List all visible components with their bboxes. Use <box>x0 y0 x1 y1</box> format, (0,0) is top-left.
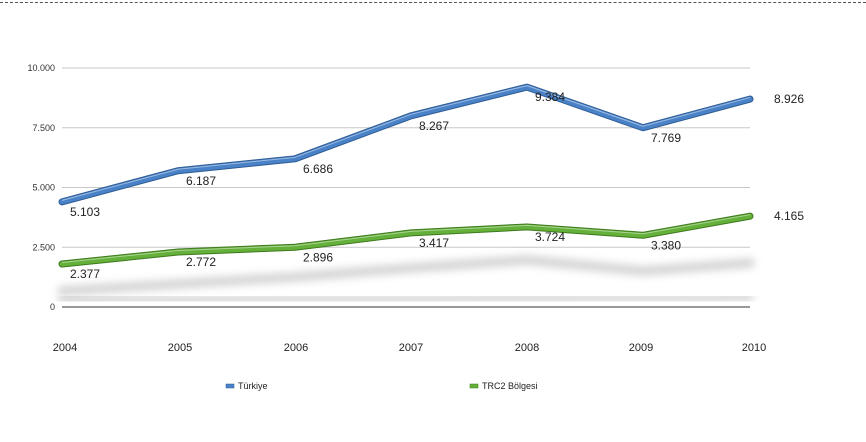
top-dashed-border <box>0 2 866 3</box>
x-tick-label: 2005 <box>168 342 192 354</box>
y-tick-label: 2.500 <box>32 242 55 252</box>
legend-label: TRC2 Bölgesi <box>482 381 538 391</box>
y-tick-label: 10.000 <box>27 63 55 73</box>
x-tick-label: 2004 <box>53 342 77 354</box>
line-shadow <box>57 255 755 296</box>
series-line-edge <box>58 83 754 206</box>
data-label: 8.926 <box>774 92 804 106</box>
y-tick-label: 7.500 <box>32 123 55 133</box>
data-label: 3.380 <box>651 238 681 252</box>
series-line-highlight <box>61 85 751 201</box>
data-label: 3.724 <box>535 230 565 244</box>
data-label: 6.686 <box>303 162 333 176</box>
x-tick-label: 2008 <box>515 342 539 354</box>
data-label: 6.187 <box>186 174 216 188</box>
legend-swatch <box>469 383 479 389</box>
series-line-edge <box>58 212 754 268</box>
data-label: 3.417 <box>419 236 449 250</box>
x-tick-label: 2010 <box>742 342 766 354</box>
series-line-highlight <box>61 214 751 263</box>
axis-layer: 0 2.500 5.000 7.500 10.000 2004 2005 2006 2007 20… <box>27 63 766 354</box>
label-layer: 5.103 6.187 6.686 8.267 9.384 7.769 8.926 2.377… <box>70 90 804 281</box>
series-line <box>59 213 753 267</box>
x-tick-label: 2007 <box>399 342 423 354</box>
series-line <box>59 84 753 205</box>
shadow-layer <box>57 255 755 304</box>
x-tick-label: 2006 <box>284 342 308 354</box>
x-tick-label: 2009 <box>629 342 653 354</box>
data-label: 7.769 <box>651 131 681 145</box>
data-label: 9.384 <box>535 90 565 104</box>
data-label: 8.267 <box>419 119 449 133</box>
legend: Türkiye TRC2 Bölgesi <box>225 381 538 391</box>
data-label: 2.896 <box>303 250 333 264</box>
data-label: 4.165 <box>774 209 804 223</box>
series-layer <box>58 83 754 268</box>
data-label: 5.103 <box>70 205 100 219</box>
legend-label: Türkiye <box>238 381 268 391</box>
y-tick-label: 5.000 <box>32 183 55 193</box>
data-label: 2.377 <box>70 267 100 281</box>
line-shadow <box>58 293 754 304</box>
data-label: 2.772 <box>186 255 216 269</box>
y-tick-label: 0 <box>50 302 55 312</box>
legend-swatch <box>225 383 235 389</box>
